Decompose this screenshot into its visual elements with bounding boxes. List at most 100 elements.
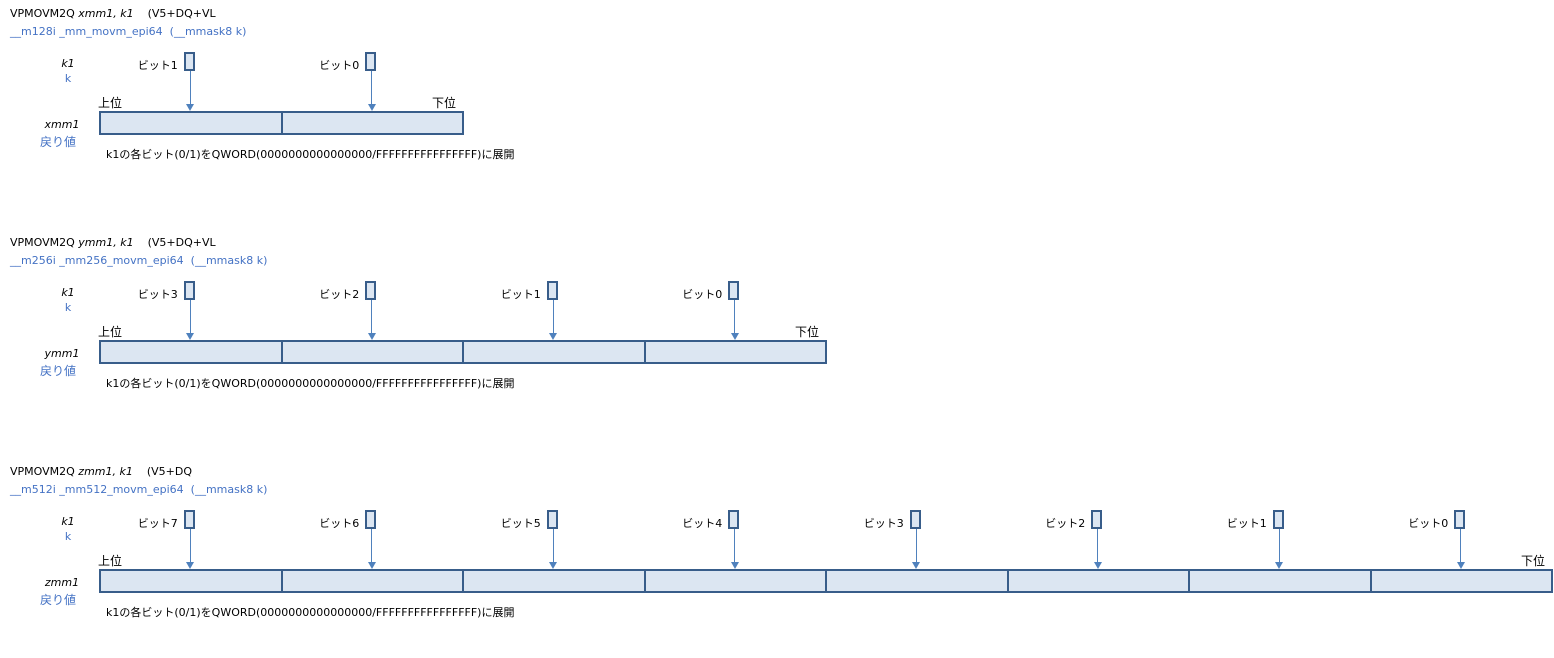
high-order-label: 上位 — [98, 96, 123, 110]
operation-description: k1の各ビット(0/1)をQWORD(0000000000000000/FFFF… — [106, 377, 515, 390]
dest-register-label: zmm1 — [44, 576, 80, 589]
arrow-head — [912, 562, 921, 569]
high-order-label: 上位 — [98, 325, 123, 339]
instruction-section: VPMOVM2Q zmm1, k1 (V5+DQ __m512i _mm512_m… — [0, 458, 1554, 658]
arrow-head — [186, 562, 195, 569]
arrow-line — [189, 529, 191, 563]
instruction-title: VPMOVM2Q zmm1, k1 (V5+DQ — [10, 465, 192, 478]
arrow-head — [186, 333, 195, 340]
operation-description: k1の各ビット(0/1)をQWORD(0000000000000000/FFFF… — [106, 148, 515, 161]
qword-lane — [462, 340, 646, 364]
arrow-line — [734, 300, 736, 334]
mask-bit-box — [365, 52, 377, 71]
arrow-line — [371, 71, 373, 105]
qword-lane — [643, 569, 827, 593]
mask-bit-box — [1454, 510, 1466, 529]
dest-register-label: ymm1 — [44, 347, 80, 360]
qword-lane — [99, 569, 283, 593]
qword-lane — [280, 111, 464, 135]
high-order-label: 上位 — [98, 554, 123, 568]
arrow-head — [1093, 562, 1102, 569]
mask-register-label: k1 — [61, 57, 75, 70]
intrinsic-signature: __m128i _mm_movm_epi64 (__mmask8 k) — [10, 25, 247, 38]
intrinsic-signature: __m256i _mm256_movm_epi64 (__mmask8 k) — [10, 254, 268, 267]
mnemonic: VPMOVM2Q — [10, 236, 79, 249]
qword-lane — [825, 569, 1009, 593]
qword-lane — [643, 340, 827, 364]
intrinsic-signature: __m512i _mm512_movm_epi64 (__mmask8 k) — [10, 483, 268, 496]
mask-bit-box — [728, 281, 740, 300]
cpu-extension: (V5+DQ+VL — [133, 7, 216, 20]
operation-description: k1の各ビット(0/1)をQWORD(0000000000000000/FFFF… — [106, 606, 515, 619]
arrow-head — [367, 562, 376, 569]
arrow-line — [189, 71, 191, 105]
instruction-section: VPMOVM2Q xmm1, k1 (V5+DQ+VL __m128i _mm_m… — [0, 0, 1554, 200]
arrow-head — [1275, 562, 1284, 569]
arrow-head — [367, 333, 376, 340]
instruction-title: VPMOVM2Q ymm1, k1 (V5+DQ+VL — [10, 236, 216, 249]
arrow-head — [730, 562, 739, 569]
operands: zmm1, k1 — [78, 465, 133, 478]
arrow-line — [552, 300, 554, 334]
operands: ymm1, k1 — [78, 236, 134, 249]
mask-bit-box — [1091, 510, 1103, 529]
operands: xmm1, k1 — [78, 7, 134, 20]
mask-bit-box — [728, 510, 740, 529]
mask-bit-label: ビット0 — [1408, 517, 1449, 530]
arrow-head — [549, 562, 558, 569]
mask-bit-box — [183, 281, 195, 300]
mask-bit-label: ビット3 — [137, 288, 178, 301]
arrow-line — [371, 529, 373, 563]
arrow-line — [552, 529, 554, 563]
arrow-head — [367, 104, 376, 111]
return-value-label: 戻り値 — [39, 593, 76, 607]
mask-bit-box — [546, 510, 558, 529]
mnemonic: VPMOVM2Q — [10, 7, 79, 20]
mask-bit-box — [546, 281, 558, 300]
arrow-line — [734, 529, 736, 563]
mask-bit-box — [183, 52, 195, 71]
low-order-label: 下位 — [1521, 554, 1546, 568]
return-value-label: 戻り値 — [39, 135, 76, 149]
mask-bit-label: ビット6 — [319, 517, 360, 530]
arrow-line — [1097, 529, 1099, 563]
mask-register-label: k1 — [61, 286, 75, 299]
arrow-head — [549, 333, 558, 340]
qword-lane — [1369, 569, 1553, 593]
mask-bit-label: ビット3 — [863, 517, 904, 530]
mask-bit-label: ビット2 — [319, 288, 360, 301]
low-order-label: 下位 — [795, 325, 820, 339]
arrow-head — [1456, 562, 1465, 569]
cpu-extension: (V5+DQ+VL — [133, 236, 216, 249]
mask-bit-box — [1272, 510, 1284, 529]
instruction-section: VPMOVM2Q ymm1, k1 (V5+DQ+VL __m256i _mm25… — [0, 229, 1554, 429]
mask-bit-label: ビット1 — [1226, 517, 1267, 530]
qword-lane — [99, 111, 283, 135]
return-value-label: 戻り値 — [39, 364, 76, 378]
mask-register-label: k1 — [61, 515, 75, 528]
mask-bit-label: ビット0 — [319, 59, 360, 72]
qword-lane — [1188, 569, 1372, 593]
mask-bit-label: ビット4 — [682, 517, 723, 530]
mask-bit-label: ビット2 — [1045, 517, 1086, 530]
mask-bit-box — [909, 510, 921, 529]
mask-param-label: k — [64, 301, 72, 314]
mask-bit-box — [365, 281, 377, 300]
mask-bit-label: ビット1 — [500, 288, 541, 301]
qword-lane — [99, 340, 283, 364]
mask-param-label: k — [64, 72, 72, 85]
mask-bit-label: ビット7 — [137, 517, 178, 530]
arrow-line — [1278, 529, 1280, 563]
cpu-extension: (V5+DQ — [132, 465, 193, 478]
qword-lane — [280, 340, 464, 364]
dest-register-label: xmm1 — [44, 118, 80, 131]
qword-lane — [462, 569, 646, 593]
mnemonic: VPMOVM2Q — [10, 465, 79, 478]
mask-bit-box — [183, 510, 195, 529]
arrow-head — [186, 104, 195, 111]
arrow-head — [730, 333, 739, 340]
low-order-label: 下位 — [432, 96, 457, 110]
arrow-line — [915, 529, 917, 563]
instruction-title: VPMOVM2Q xmm1, k1 (V5+DQ+VL — [10, 7, 216, 20]
mask-bit-label: ビット5 — [500, 517, 541, 530]
